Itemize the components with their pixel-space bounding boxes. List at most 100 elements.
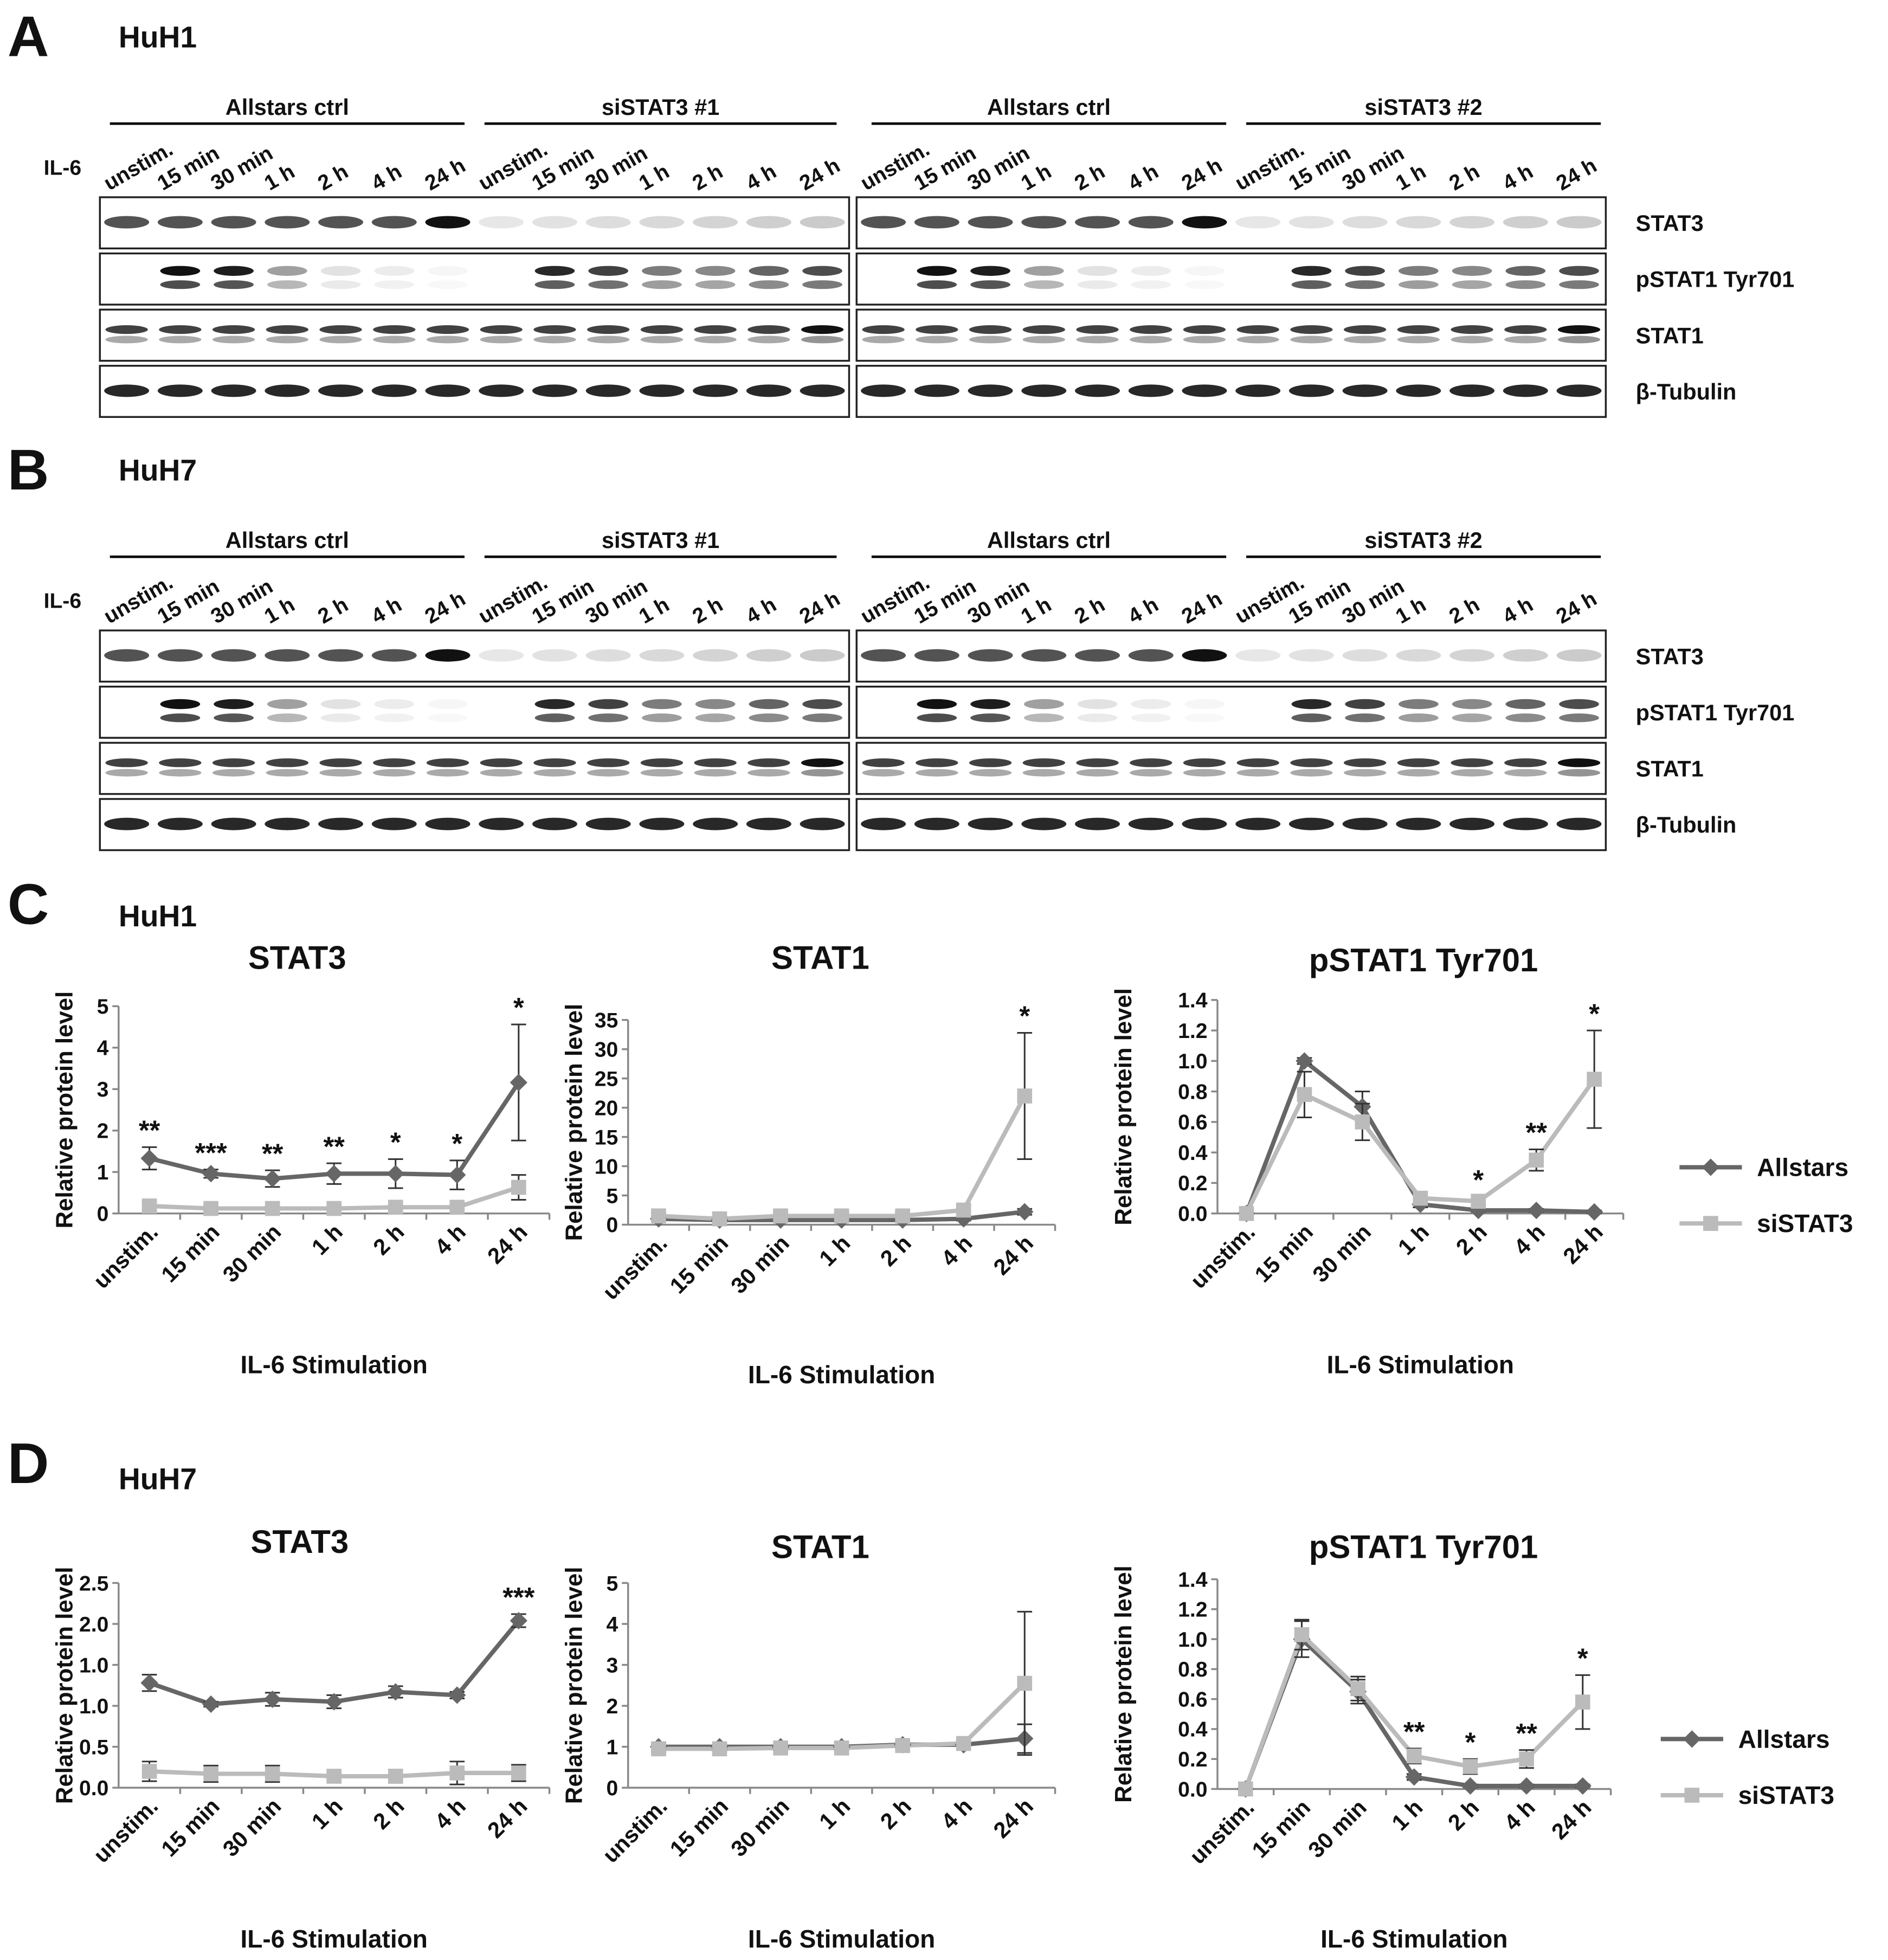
marker xyxy=(1586,1203,1603,1221)
band xyxy=(1131,699,1171,710)
marker xyxy=(834,1208,849,1224)
band xyxy=(105,769,148,777)
band xyxy=(587,325,630,334)
band xyxy=(1449,384,1495,397)
band xyxy=(1449,649,1495,662)
marker xyxy=(1296,1052,1313,1070)
band xyxy=(157,216,203,229)
band xyxy=(318,817,364,830)
blot-frame xyxy=(855,252,1607,306)
chart-title: STAT1 xyxy=(771,1529,869,1565)
band xyxy=(318,649,364,662)
band xyxy=(916,325,958,334)
protein-label: STAT3 xyxy=(1636,210,1704,236)
marker xyxy=(895,1738,910,1753)
x-tick-label: unstim. xyxy=(597,1230,672,1304)
marker xyxy=(202,1165,220,1183)
band xyxy=(1556,817,1602,830)
band xyxy=(1342,216,1388,229)
band xyxy=(1557,769,1601,777)
band xyxy=(588,699,629,710)
band xyxy=(748,758,790,768)
band xyxy=(214,699,254,710)
band xyxy=(801,325,844,334)
band xyxy=(917,713,957,723)
band xyxy=(693,384,738,397)
band xyxy=(371,817,417,830)
band xyxy=(428,713,468,722)
x-tick-label: 15 min xyxy=(1249,1219,1318,1287)
x-axis-label: IL-6 Stimulation xyxy=(748,1925,935,1953)
significance: * xyxy=(1577,1643,1588,1674)
band xyxy=(1556,216,1602,229)
band xyxy=(1342,384,1388,397)
band xyxy=(479,817,524,830)
band xyxy=(1557,758,1601,768)
band xyxy=(425,817,471,830)
band xyxy=(862,758,905,768)
x-tick-label: 24 h xyxy=(482,1793,532,1843)
marker xyxy=(265,1201,280,1216)
marker xyxy=(834,1740,849,1756)
band xyxy=(1345,266,1385,276)
band xyxy=(1076,769,1119,777)
x-axis-label: IL-6 Stimulation xyxy=(241,1925,428,1953)
marker xyxy=(448,1166,466,1184)
band xyxy=(970,280,1010,289)
band xyxy=(746,384,791,397)
lane-label: 30 min xyxy=(1338,141,1408,195)
band xyxy=(104,649,150,662)
y-tick-label: 2.0 xyxy=(79,1613,108,1636)
band xyxy=(1236,336,1279,344)
x-tick-label: 30 min xyxy=(1307,1219,1376,1287)
band xyxy=(969,758,1012,768)
significance: ** xyxy=(1403,1716,1425,1747)
band xyxy=(1399,280,1439,289)
band xyxy=(1235,384,1281,397)
band xyxy=(1452,699,1492,710)
band xyxy=(1130,769,1172,777)
band xyxy=(1023,280,1064,289)
band xyxy=(534,699,575,710)
y-tick-label: 0.4 xyxy=(1178,1142,1208,1165)
band xyxy=(1235,216,1281,229)
band xyxy=(157,384,203,397)
band xyxy=(861,384,906,397)
band xyxy=(587,336,630,344)
band xyxy=(318,384,364,397)
band xyxy=(916,758,958,768)
lane-label: 30 min xyxy=(964,141,1034,195)
band xyxy=(802,699,842,710)
y-tick-label: 0 xyxy=(606,1777,618,1800)
band xyxy=(800,216,845,229)
x-tick-label: 24 h xyxy=(482,1219,532,1269)
band xyxy=(426,336,469,344)
marker xyxy=(203,1766,218,1782)
band xyxy=(1184,713,1225,722)
band xyxy=(1452,280,1492,289)
blot-frame xyxy=(855,365,1607,418)
band xyxy=(694,336,737,344)
y-tick-label: 20 xyxy=(595,1097,618,1120)
band xyxy=(748,325,790,334)
band xyxy=(1345,713,1385,723)
band xyxy=(532,817,577,830)
y-tick-label: 0 xyxy=(606,1214,618,1237)
lane-label: 30 min xyxy=(207,141,277,195)
band xyxy=(1503,649,1548,662)
band xyxy=(1236,769,1279,777)
lane-label: 4 h xyxy=(1124,593,1162,629)
band xyxy=(862,325,905,334)
y-tick-label: 1.0 xyxy=(1178,1628,1207,1652)
band xyxy=(749,699,789,710)
band xyxy=(1291,266,1332,276)
marker xyxy=(326,1769,342,1784)
lane-label: 4 h xyxy=(742,160,780,196)
y-tick-label: 0.2 xyxy=(1178,1748,1207,1771)
band xyxy=(1452,266,1492,276)
x-tick-label: 2 h xyxy=(875,1793,916,1834)
lane-label: 2 h xyxy=(1071,593,1109,629)
band xyxy=(267,266,307,276)
band xyxy=(1023,699,1064,710)
band xyxy=(1183,325,1226,334)
